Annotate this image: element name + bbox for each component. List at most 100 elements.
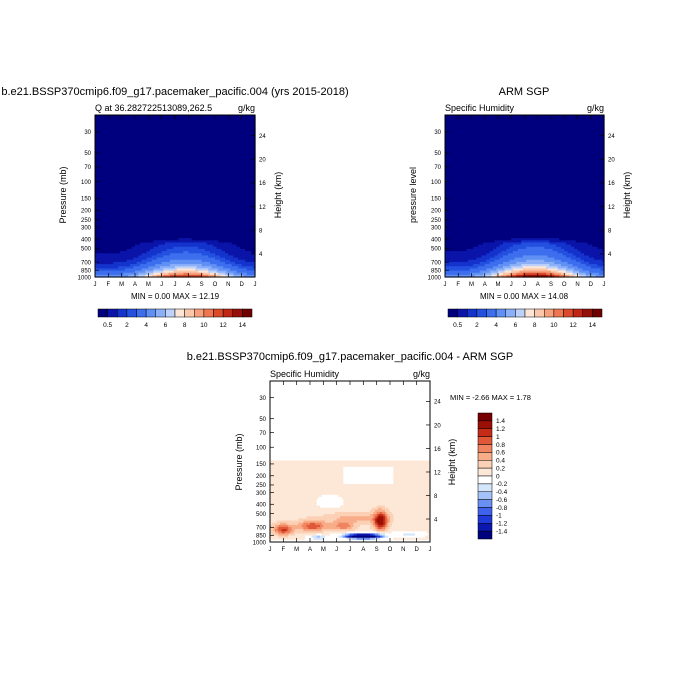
contour-cell xyxy=(101,216,104,220)
contour-cell xyxy=(133,149,136,153)
contour-cell xyxy=(106,175,109,179)
contour-cell xyxy=(140,177,143,181)
contour-cell xyxy=(131,205,134,209)
contour-cell xyxy=(108,214,111,218)
contour-cell xyxy=(105,127,108,131)
contour-cell xyxy=(103,190,106,194)
contour-cell xyxy=(105,210,108,213)
contour-cell xyxy=(101,242,104,246)
contour-cell xyxy=(118,181,121,185)
contour-cell xyxy=(98,214,101,218)
contour-cell xyxy=(103,186,106,190)
contour-cell xyxy=(120,181,123,185)
contour-cell xyxy=(95,173,98,177)
contour-cell xyxy=(120,160,123,164)
contour-cell xyxy=(98,123,101,127)
contour-cell xyxy=(108,119,111,123)
contour-cell xyxy=(126,143,129,146)
contour-cell xyxy=(96,147,99,151)
contour-cell xyxy=(120,199,123,202)
contour-cell xyxy=(123,257,126,261)
contour-cell xyxy=(123,253,126,256)
contour-cell xyxy=(113,121,116,125)
contour-cell xyxy=(106,192,109,196)
contour-cell xyxy=(133,181,136,185)
contour-cell xyxy=(103,248,106,252)
contour-cell xyxy=(106,162,109,166)
contour-cell xyxy=(95,192,98,196)
contour-cell xyxy=(106,264,109,267)
contour-cell xyxy=(140,261,143,265)
contour-cell xyxy=(143,197,146,200)
contour-cell xyxy=(95,218,98,222)
contour-cell xyxy=(113,184,116,187)
contour-cell xyxy=(113,115,116,118)
contour-cell xyxy=(141,253,144,256)
contour-cell xyxy=(126,214,129,218)
contour-cell xyxy=(105,218,108,222)
contour-cell xyxy=(135,147,138,151)
contour-cell xyxy=(98,117,101,120)
contour-cell xyxy=(143,190,146,194)
contour-cell xyxy=(135,136,138,140)
contour-cell xyxy=(111,121,114,125)
contour-cell xyxy=(133,225,136,228)
contour-cell xyxy=(118,145,121,148)
contour-cell xyxy=(121,132,124,136)
contour-cell xyxy=(138,253,141,256)
contour-cell xyxy=(131,227,134,231)
contour-cell xyxy=(106,179,109,183)
contour-cell xyxy=(111,253,114,256)
contour-cell xyxy=(108,132,111,136)
contour-cell xyxy=(130,197,133,200)
contour-cell xyxy=(128,134,131,138)
contour-cell xyxy=(143,235,146,239)
contour-cell xyxy=(130,192,133,196)
contour-cell xyxy=(126,244,129,248)
contour-cell xyxy=(126,181,129,185)
contour-cell xyxy=(130,266,133,269)
contour-cell xyxy=(100,227,103,231)
contour-cell xyxy=(95,153,98,157)
contour-cell xyxy=(128,220,131,224)
contour-cell xyxy=(120,136,123,140)
contour-cell xyxy=(126,212,129,215)
contour-cell xyxy=(138,119,141,123)
contour-cell xyxy=(123,162,126,166)
contour-cell xyxy=(103,169,106,172)
contour-cell xyxy=(115,248,118,252)
contour-cell xyxy=(101,225,104,228)
contour-cell xyxy=(108,257,111,261)
contour-cell xyxy=(108,203,111,207)
contour-cell xyxy=(118,235,121,239)
contour-cell xyxy=(136,255,139,259)
contour-cell xyxy=(110,251,113,254)
contour-cell xyxy=(118,255,121,259)
contour-cell xyxy=(128,158,131,161)
contour-cell xyxy=(136,160,139,164)
contour-cell xyxy=(115,227,118,231)
contour-cell xyxy=(100,199,103,202)
contour-cell xyxy=(106,190,109,194)
panel-model-left-label: Q at 36.282722513089,262.5 xyxy=(95,103,212,113)
contour-cell xyxy=(111,153,114,157)
contour-cell xyxy=(111,240,114,244)
contour-cell xyxy=(96,233,99,237)
contour-cell xyxy=(125,156,128,159)
contour-cell xyxy=(111,184,114,187)
contour-cell xyxy=(111,188,114,192)
contour-cell xyxy=(100,117,103,120)
contour-cell xyxy=(115,156,118,159)
contour-cell xyxy=(115,192,118,196)
contour-cell xyxy=(113,225,116,228)
contour-cell xyxy=(100,188,103,192)
contour-cell xyxy=(141,153,144,157)
contour-cell xyxy=(140,242,143,246)
contour-cell xyxy=(125,134,128,138)
contour-cell xyxy=(98,151,101,155)
contour-cell xyxy=(116,164,119,168)
contour-cell xyxy=(118,121,121,125)
contour-cell xyxy=(130,212,133,215)
contour-cell xyxy=(115,130,118,133)
contour-cell xyxy=(135,143,138,146)
